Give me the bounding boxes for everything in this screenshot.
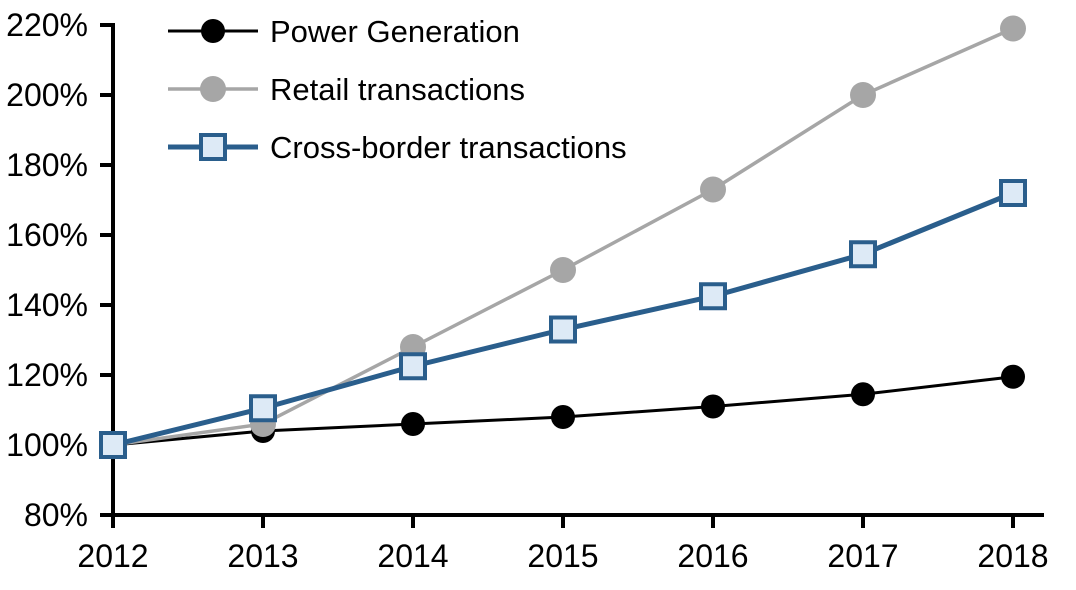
data-point-marker	[550, 257, 576, 283]
data-point-marker	[551, 405, 575, 429]
data-point-marker	[200, 76, 226, 102]
legend-label: Cross-border transactions	[270, 130, 627, 165]
data-point-marker	[199, 133, 227, 161]
y-tick-label: 80%	[24, 497, 88, 533]
legend-label: Retail transactions	[270, 72, 525, 107]
x-tick-label: 2016	[677, 538, 748, 574]
data-point-marker	[699, 282, 727, 311]
legend-item-retail-transactions: Retail transactions	[168, 72, 525, 107]
data-point-marker	[850, 82, 876, 108]
y-tick-label: 100%	[6, 427, 88, 463]
x-tick-label: 2018	[977, 538, 1048, 574]
x-tick-label: 2014	[377, 538, 448, 574]
y-tick-label: 180%	[6, 147, 88, 183]
data-point-marker	[401, 412, 425, 436]
data-point-marker	[701, 394, 725, 419]
legend-label: Power Generation	[270, 14, 520, 49]
data-point-marker	[249, 394, 277, 423]
data-point-marker	[201, 19, 225, 43]
y-tick-label: 120%	[6, 357, 88, 393]
data-point-marker	[549, 315, 577, 344]
x-tick-label: 2013	[227, 538, 298, 574]
data-point-marker	[999, 179, 1027, 207]
axes: 80% 100% 120% 140% 160% 180% 200% 220% 2012 2013 2…	[6, 7, 1048, 574]
data-point-marker	[851, 382, 875, 407]
y-tick-label: 200%	[6, 77, 88, 113]
x-tick-label: 2017	[827, 538, 898, 574]
series-power-generation	[101, 364, 1025, 457]
data-point-marker	[1001, 364, 1025, 389]
y-tick-label: 160%	[6, 217, 88, 253]
series-cross-border-transactions	[99, 179, 1027, 459]
data-point-marker	[1000, 15, 1026, 42]
y-tick-label: 140%	[6, 287, 88, 323]
x-tick-label: 2012	[77, 538, 148, 574]
series-line	[112, 26, 1014, 447]
legend: Power Generation Retail transactions Cross…	[168, 14, 627, 165]
data-point-marker	[700, 176, 726, 203]
y-tick-label: 220%	[6, 7, 88, 43]
legend-item-power-generation: Power Generation	[168, 14, 520, 49]
legend-item-cross-border-transactions: Cross-border transactions	[168, 130, 627, 165]
data-point-marker	[849, 240, 877, 269]
data-point-marker	[99, 431, 127, 459]
data-point-marker	[399, 352, 427, 381]
x-tick-label: 2015	[527, 538, 598, 574]
